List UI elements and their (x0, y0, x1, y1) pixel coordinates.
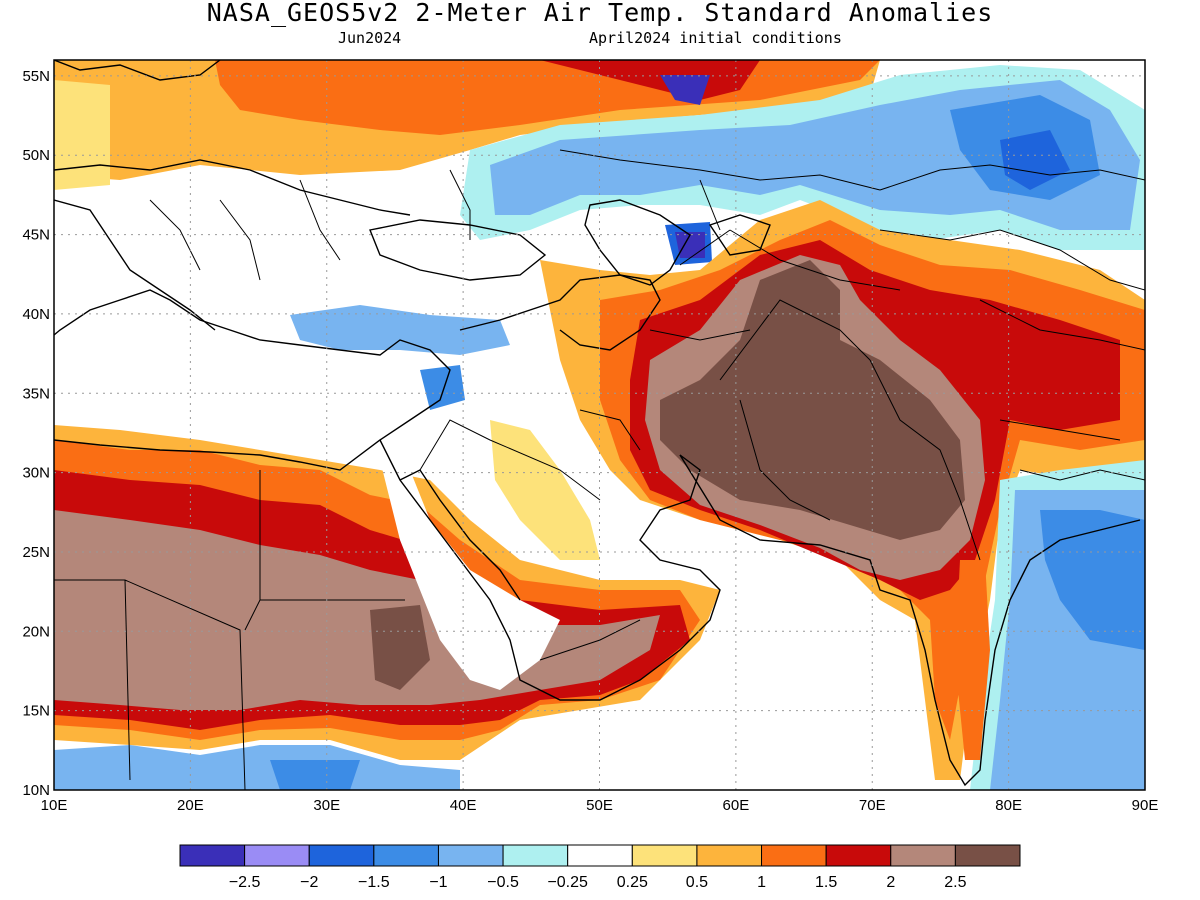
color-legend: −2.5 −2 −1.5 −1 −0.5 −0.25 0.25 0.5 1 1.5 2 2.5 (179, 844, 1021, 891)
legend-swatch (308, 844, 375, 867)
lon-tick-label: 80E (995, 797, 1022, 814)
legend-label: 0.5 (686, 874, 708, 891)
map-title: NASA_GEOS5v2 2-Meter Air Temp. Standard … (206, 0, 994, 27)
legend-label: 0.25 (617, 874, 648, 891)
initial-conditions: April2024 initial conditions (589, 29, 842, 47)
legend-label: 2.5 (944, 874, 966, 891)
graticule (54, 60, 1145, 790)
legend-swatch (567, 844, 633, 867)
legend-label: −0.5 (487, 874, 519, 891)
legend-label: −2 (300, 874, 318, 891)
lat-tick-label: 55N (22, 68, 50, 85)
country-borders (54, 149, 1145, 790)
map-frame (53, 59, 1146, 791)
legend-swatch (373, 844, 439, 867)
lat-tick-label: 45N (22, 227, 50, 244)
lat-tick-label: 10N (22, 782, 50, 799)
lat-tick-label: 50N (22, 147, 50, 164)
lat-tick-label: 30N (22, 465, 50, 482)
lat-tick-label: 15N (22, 703, 50, 720)
legend-label: 1 (757, 874, 766, 891)
latitude-ticks: 55N 50N 45N 40N 35N 30N 25N 20N 15N 10N (22, 68, 50, 799)
lat-tick-label: 25N (22, 544, 50, 561)
longitude-ticks: 10E 20E 30E 40E 50E 60E 70E 80E 90E (41, 797, 1159, 814)
legend-swatch (179, 844, 246, 867)
lat-tick-label: 40N (22, 306, 50, 323)
legend-label: −0.25 (547, 874, 588, 891)
legend-swatch (825, 844, 892, 867)
legend-swatch (631, 844, 698, 867)
lon-tick-label: 20E (177, 797, 204, 814)
legend-label: 2 (886, 874, 895, 891)
legend-label: −1.5 (358, 874, 390, 891)
forecast-month: Jun2024 (338, 29, 402, 47)
legend-swatch (696, 844, 763, 867)
legend-label: −2.5 (229, 874, 261, 891)
lon-tick-label: 40E (450, 797, 477, 814)
legend-swatch (502, 844, 569, 867)
legend-swatch (244, 844, 310, 867)
lon-tick-label: 10E (41, 797, 68, 814)
legend-swatch (890, 844, 956, 867)
lon-tick-label: 30E (313, 797, 340, 814)
legend-label: −1 (429, 874, 447, 891)
coastlines (54, 60, 1141, 787)
lat-tick-label: 20N (22, 623, 50, 640)
lon-tick-label: 70E (859, 797, 886, 814)
legend-swatch (954, 844, 1021, 867)
lon-tick-label: 50E (586, 797, 613, 814)
legend-swatch (437, 844, 504, 867)
lon-tick-label: 60E (723, 797, 750, 814)
lat-tick-label: 35N (22, 385, 50, 402)
legend-label: 1.5 (815, 874, 837, 891)
lon-tick-label: 90E (1132, 797, 1159, 814)
legend-swatch (761, 844, 827, 867)
